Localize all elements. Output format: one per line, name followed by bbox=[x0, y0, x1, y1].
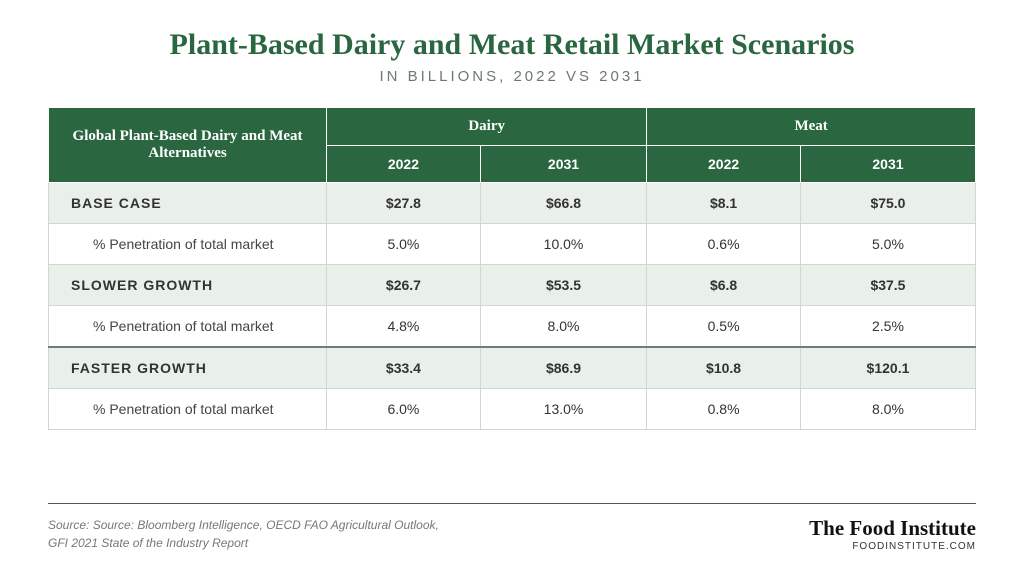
penetration-value: 0.6% bbox=[647, 224, 801, 265]
penetration-value: 8.0% bbox=[480, 306, 646, 348]
year-header: 2031 bbox=[480, 146, 646, 183]
scenario-value: $37.5 bbox=[800, 265, 975, 306]
source-text: Source: Source: Bloomberg Intelligence, … bbox=[48, 516, 439, 552]
penetration-value: 5.0% bbox=[327, 224, 481, 265]
table-row: % Penetration of total market 4.8% 8.0% … bbox=[49, 306, 976, 348]
scenario-value: $26.7 bbox=[327, 265, 481, 306]
table-row: SLOWER GROWTH $26.7 $53.5 $6.8 $37.5 bbox=[49, 265, 976, 306]
table-row: FASTER GROWTH $33.4 $86.9 $10.8 $120.1 bbox=[49, 347, 976, 389]
row-header-cell: Global Plant-Based Dairy and Meat Altern… bbox=[49, 108, 327, 183]
scenario-value: $8.1 bbox=[647, 183, 801, 224]
penetration-label: % Penetration of total market bbox=[49, 224, 327, 265]
scenario-value: $86.9 bbox=[480, 347, 646, 389]
penetration-value: 13.0% bbox=[480, 389, 646, 430]
page-title: Plant-Based Dairy and Meat Retail Market… bbox=[48, 28, 976, 62]
table-row: BASE CASE $27.8 $66.8 $8.1 $75.0 bbox=[49, 183, 976, 224]
group-header-dairy: Dairy bbox=[327, 108, 647, 146]
scenario-value: $66.8 bbox=[480, 183, 646, 224]
penetration-value: 0.8% bbox=[647, 389, 801, 430]
scenario-value: $120.1 bbox=[800, 347, 975, 389]
table-row: % Penetration of total market 6.0% 13.0%… bbox=[49, 389, 976, 430]
penetration-value: 4.8% bbox=[327, 306, 481, 348]
year-header: 2022 bbox=[647, 146, 801, 183]
scenario-value: $27.8 bbox=[327, 183, 481, 224]
table-row: % Penetration of total market 5.0% 10.0%… bbox=[49, 224, 976, 265]
scenario-value: $10.8 bbox=[647, 347, 801, 389]
penetration-value: 2.5% bbox=[800, 306, 975, 348]
scenario-name: FASTER GROWTH bbox=[49, 347, 327, 389]
group-header-meat: Meat bbox=[647, 108, 976, 146]
penetration-label: % Penetration of total market bbox=[49, 389, 327, 430]
brand-block: The Food Institute FOODINSTITUTE.COM bbox=[809, 516, 976, 552]
brand-name: The Food Institute bbox=[809, 516, 976, 541]
scenario-name: SLOWER GROWTH bbox=[49, 265, 327, 306]
page-subtitle: IN BILLIONS, 2022 VS 2031 bbox=[48, 68, 976, 85]
brand-url: FOODINSTITUTE.COM bbox=[809, 541, 976, 552]
scenario-value: $53.5 bbox=[480, 265, 646, 306]
penetration-label: % Penetration of total market bbox=[49, 306, 327, 348]
scenario-value: $33.4 bbox=[327, 347, 481, 389]
scenario-name: BASE CASE bbox=[49, 183, 327, 224]
penetration-value: 10.0% bbox=[480, 224, 646, 265]
year-header: 2031 bbox=[800, 146, 975, 183]
year-header: 2022 bbox=[327, 146, 481, 183]
scenario-value: $6.8 bbox=[647, 265, 801, 306]
penetration-value: 6.0% bbox=[327, 389, 481, 430]
scenario-value: $75.0 bbox=[800, 183, 975, 224]
penetration-value: 8.0% bbox=[800, 389, 975, 430]
footer: Source: Source: Bloomberg Intelligence, … bbox=[48, 503, 976, 552]
penetration-value: 0.5% bbox=[647, 306, 801, 348]
scenarios-table: Global Plant-Based Dairy and Meat Altern… bbox=[48, 107, 976, 430]
penetration-value: 5.0% bbox=[800, 224, 975, 265]
